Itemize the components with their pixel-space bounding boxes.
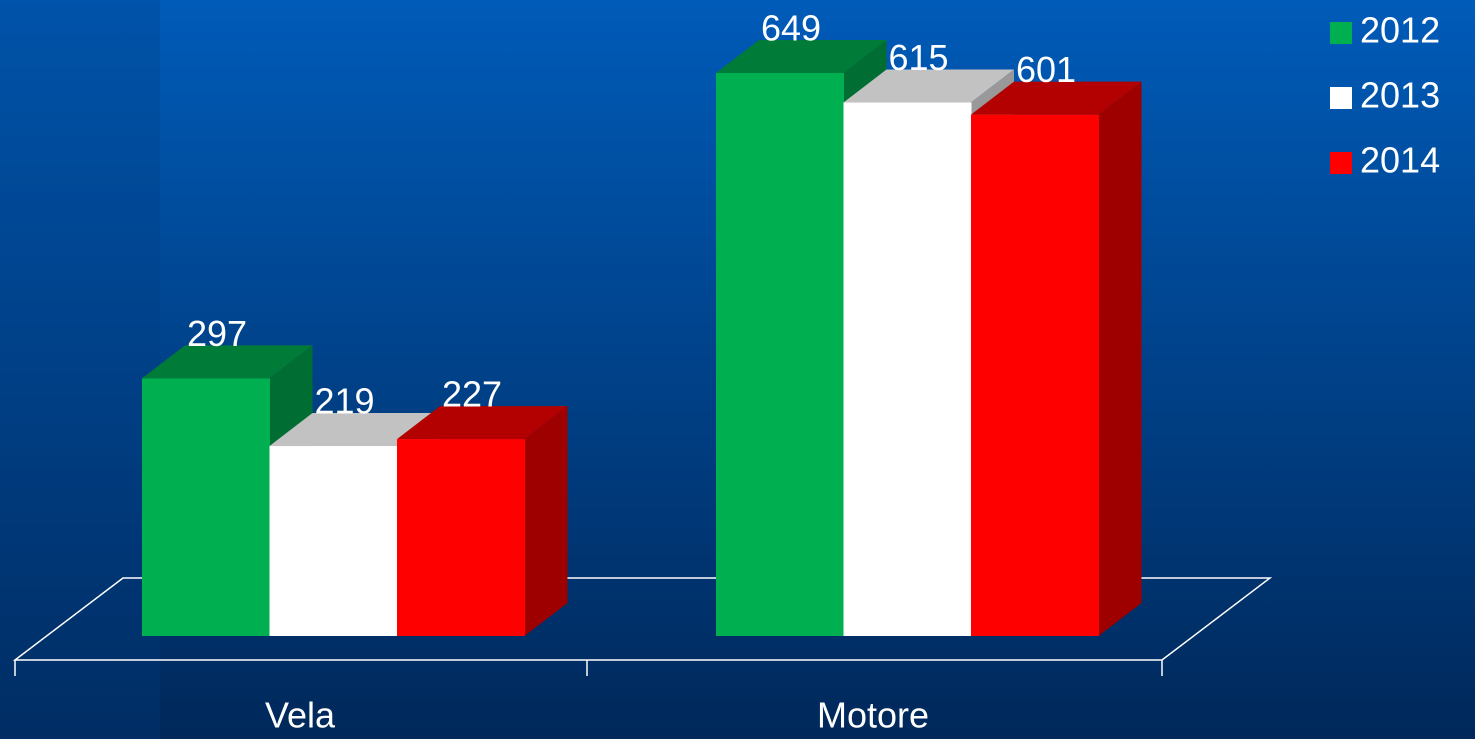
bar-side bbox=[1098, 81, 1142, 636]
bar-front bbox=[971, 114, 1099, 636]
bar-top bbox=[397, 406, 568, 440]
legend-swatch bbox=[1330, 22, 1352, 44]
bar-top bbox=[971, 81, 1142, 115]
bar-side bbox=[524, 406, 568, 636]
value-label: 649 bbox=[761, 8, 821, 49]
legend-label: 2012 bbox=[1360, 10, 1440, 51]
bar-top bbox=[142, 345, 313, 379]
legend-label: 2014 bbox=[1360, 140, 1440, 181]
bar-top bbox=[843, 69, 1014, 103]
background-strip bbox=[0, 0, 160, 739]
bar-front bbox=[142, 378, 270, 636]
value-label: 601 bbox=[1016, 49, 1076, 90]
floor bbox=[12, 577, 1273, 661]
value-label: 297 bbox=[187, 313, 247, 354]
legend-swatch bbox=[1330, 87, 1352, 109]
legend-swatch bbox=[1330, 152, 1352, 174]
x-tick-label: Motore bbox=[817, 695, 929, 736]
legend-label: 2013 bbox=[1360, 75, 1440, 116]
x-tick-label: Vela bbox=[265, 695, 336, 736]
bar bbox=[397, 406, 568, 636]
bar-front bbox=[843, 102, 972, 636]
bar-front bbox=[269, 446, 398, 636]
bar-front bbox=[397, 439, 525, 636]
value-label: 219 bbox=[314, 381, 374, 422]
bar-front bbox=[716, 73, 844, 636]
value-label: 615 bbox=[888, 37, 948, 78]
bar bbox=[971, 81, 1142, 636]
value-label: 227 bbox=[442, 374, 502, 415]
bar-top bbox=[716, 40, 887, 73]
bar-top bbox=[269, 413, 440, 447]
